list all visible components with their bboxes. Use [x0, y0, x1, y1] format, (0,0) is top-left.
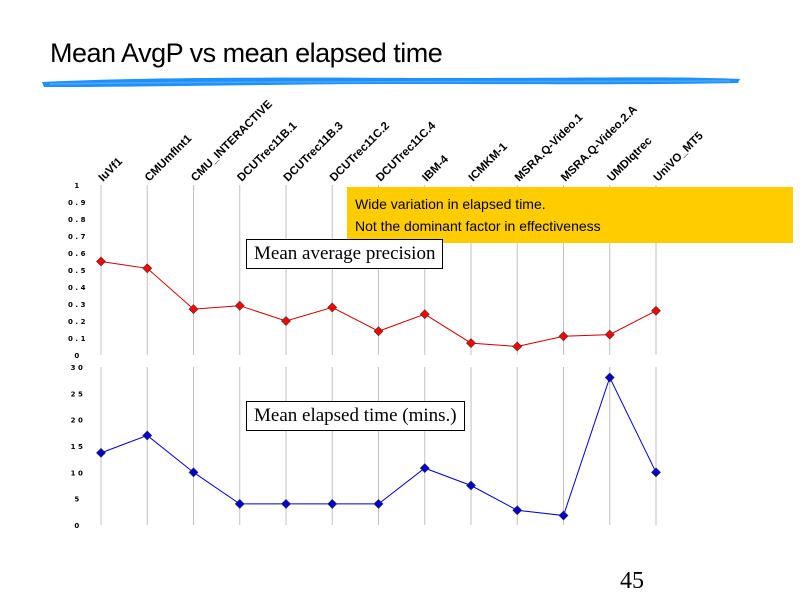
chart-label-elapsed-time: Mean elapsed time (mins.) — [246, 401, 465, 431]
data-point-marker — [188, 467, 199, 478]
data-point-marker — [96, 256, 106, 267]
category-label: UMDIqtrec — [605, 135, 655, 185]
category-label: ICMKM-1 — [467, 140, 511, 184]
callout-box: Wide variation in elapsed time. Not the … — [347, 187, 793, 243]
y-tick-label: 0 — [74, 352, 81, 360]
data-point-marker — [512, 341, 523, 352]
callout-line-1: Wide variation in elapsed time. — [355, 196, 546, 212]
chart-label-avg-precision: Mean average precision — [246, 239, 444, 269]
data-point-marker — [373, 499, 384, 509]
y-tick-label: 15 — [71, 443, 86, 451]
category-label: CMUmfInt1 — [143, 132, 195, 184]
data-point-marker — [419, 309, 430, 320]
category-label: MSRA.Q-Video.2.A — [559, 103, 640, 184]
data-point-marker — [142, 263, 153, 274]
category-label: UniVO_MT5 — [652, 130, 707, 185]
title-underline-swoosh — [42, 77, 740, 87]
slide-title: Mean AvgP vs mean elapsed time — [50, 38, 443, 68]
data-point-marker — [142, 430, 153, 441]
y-tick-label: 1 — [74, 182, 81, 190]
y-tick-label: 25 — [71, 390, 86, 398]
y-tick-label: 0.9 — [68, 199, 88, 207]
y-tick-label: 0.7 — [68, 233, 88, 241]
data-point-marker — [327, 499, 338, 509]
y-tick-label: 10 — [71, 469, 86, 477]
y-tick-label: 0.8 — [68, 216, 88, 224]
series-avg-precision — [96, 256, 661, 352]
data-point-marker — [466, 338, 476, 349]
category-labels: IuVf1 CMUmfInt1CMU_INTERACTIVEDCUTrec11B.… — [97, 98, 707, 184]
data-point-marker — [419, 463, 430, 474]
category-label: IuVf1 — [97, 155, 126, 184]
series-elapsed-time — [96, 372, 661, 521]
data-point-marker — [188, 304, 199, 315]
y-tick-label: 0.2 — [68, 318, 88, 326]
data-point-marker — [651, 305, 661, 316]
data-point-marker — [373, 326, 384, 337]
data-point-marker — [512, 505, 523, 516]
data-point-marker — [96, 447, 106, 458]
data-point-marker — [281, 316, 291, 326]
data-point-marker — [234, 300, 245, 311]
data-point-marker — [327, 302, 338, 313]
data-point-marker — [234, 499, 245, 509]
data-point-marker — [651, 467, 661, 478]
y-tick-label: 0.5 — [68, 267, 88, 275]
data-point-marker — [604, 372, 615, 383]
slide-number: 45 — [620, 568, 644, 594]
y-tick-label: 20 — [71, 417, 86, 425]
data-point-marker — [281, 499, 291, 509]
y-axis-avg-precision: 0 0.1 0.2 0.3 0.4 0.5 0.6 0.7 0.8 0.9 1 — [68, 182, 88, 360]
y-tick-label: 0.4 — [68, 284, 88, 292]
y-tick-label: 30 — [71, 364, 86, 372]
data-point-marker — [558, 331, 569, 342]
y-tick-label: 0.3 — [68, 301, 88, 309]
y-tick-label: 0.6 — [68, 250, 88, 258]
y-tick-label: 5 — [74, 496, 81, 504]
y-tick-label: 0.1 — [68, 335, 88, 343]
y-tick-label: 0 — [74, 522, 81, 530]
data-point-marker — [466, 480, 476, 491]
category-label: CMU_INTERACTIVE — [189, 98, 275, 184]
y-axis-elapsed-time: 0 5 10 15 20 25 30 — [71, 364, 86, 530]
data-point-marker — [558, 510, 569, 521]
data-point-marker — [604, 329, 615, 340]
category-label: IBM-4 — [420, 153, 451, 184]
callout-line-2: Not the dominant factor in effectiveness — [355, 218, 601, 234]
